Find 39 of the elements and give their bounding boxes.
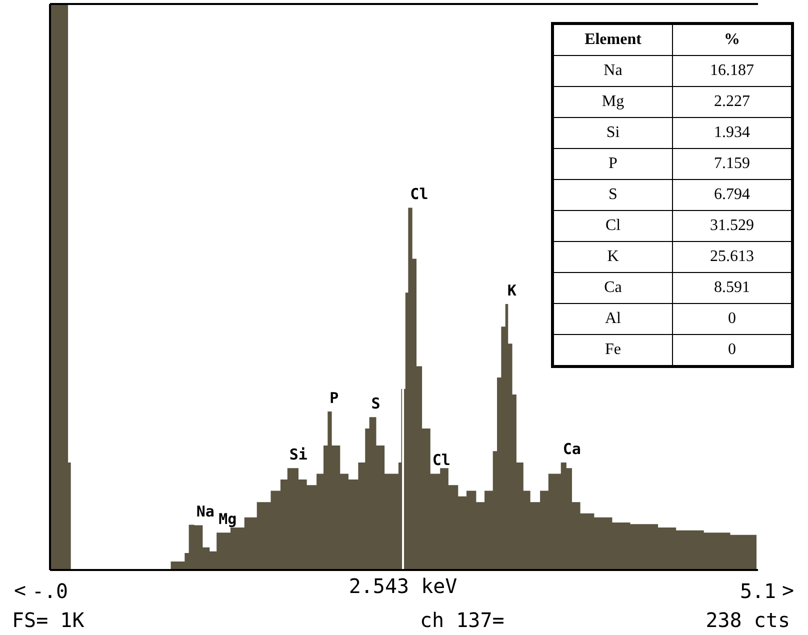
- annotation: 7.159: [672, 148, 792, 180]
- annotation: Mg: [218, 510, 237, 528]
- text: FS= 1K: [12, 608, 84, 632]
- text: >: [782, 578, 794, 602]
- annotation: Si: [289, 446, 308, 464]
- annotation: 0: [672, 304, 792, 334]
- annotation: S: [552, 180, 672, 210]
- annotation: Cl: [432, 451, 450, 470]
- annotation: Ca: [562, 440, 581, 458]
- annotation: Mg: [552, 86, 672, 118]
- annotation: %: [672, 24, 792, 56]
- annotation: 31.529: [672, 210, 792, 242]
- text: ch 137=: [420, 608, 504, 632]
- annotation: Fe: [552, 334, 672, 366]
- annotation: Na: [196, 502, 214, 521]
- annotation: S: [371, 394, 380, 413]
- annotation: 6.794: [672, 180, 792, 210]
- annotation: 2.227: [672, 86, 792, 118]
- annotation: 25.613: [672, 242, 792, 272]
- x-tick-label: 5.1: [740, 579, 776, 604]
- annotation: Cl: [410, 185, 428, 204]
- ref-line-label: 2.543 keV: [348, 574, 458, 598]
- text: 238 cts: [706, 608, 790, 632]
- annotation: K: [507, 281, 516, 300]
- annotation: 8.591: [672, 272, 792, 304]
- annotation: Na: [552, 56, 672, 86]
- annotation: Element: [552, 24, 672, 56]
- text: <: [14, 578, 26, 602]
- annotation: P: [552, 148, 672, 180]
- annotation: Si: [552, 118, 672, 148]
- annotation: 0: [672, 334, 792, 366]
- annotation: Cl: [552, 210, 672, 242]
- annotation: 16.187: [672, 56, 792, 86]
- x-tick-label: -.0: [32, 579, 68, 604]
- annotation: Al: [552, 304, 672, 334]
- annotation: Ca: [552, 272, 672, 304]
- annotation: K: [552, 242, 672, 272]
- annotation: P: [330, 388, 339, 407]
- annotation: 1.934: [672, 118, 792, 148]
